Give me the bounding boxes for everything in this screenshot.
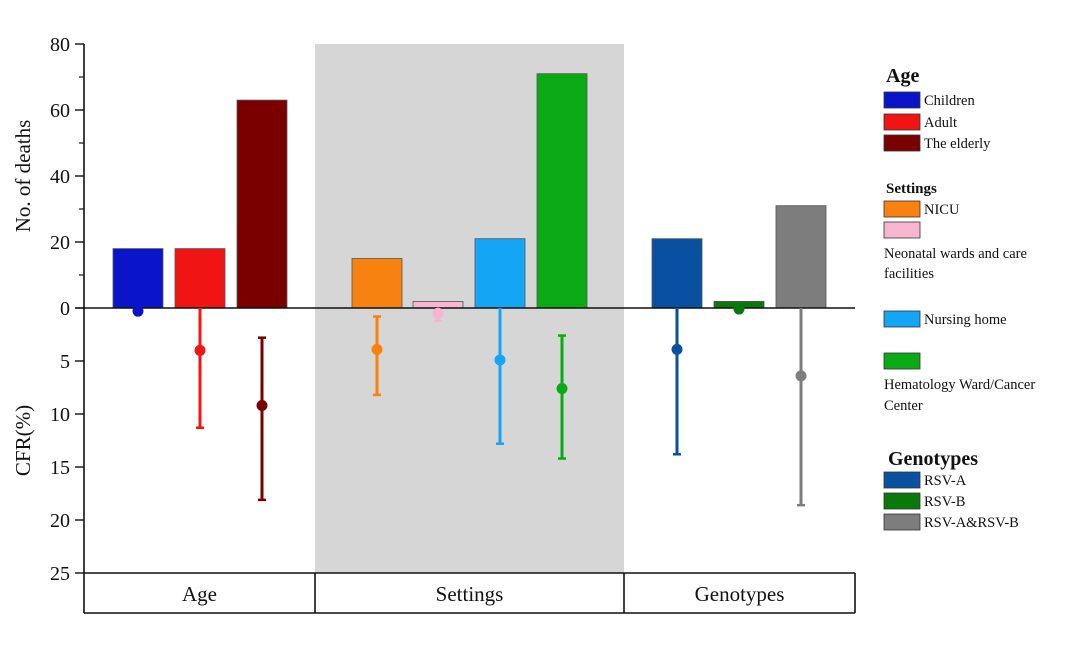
axes-layer: 20 40 60 80 0 5 10 15 20 25 No. of deaths CFR(%)	[11, 34, 855, 585]
cfr-point-rsv-b	[733, 303, 745, 315]
legend-swatch-rsv-a	[883, 471, 921, 489]
legend-label-hematology-line2: Center	[884, 398, 923, 414]
bar-rsv-a	[651, 238, 703, 309]
bar-children	[112, 248, 164, 309]
legend-label-adult: Adult	[924, 115, 957, 131]
legend-label-hematology-line1: Hematology Ward/Cancer	[884, 377, 1035, 393]
tick-label-zero: 0	[60, 298, 70, 320]
legend-swatch-the-elderly	[883, 134, 921, 152]
cfr-point-adult	[194, 344, 206, 356]
bottom-y-axis-title: CFR(%)	[11, 405, 35, 476]
legend-swatch-adult	[883, 113, 921, 131]
top-tick-label-20: 20	[50, 232, 70, 254]
bottom-tick-label-25: 25	[50, 563, 70, 585]
bar-adult	[174, 248, 226, 309]
legend-label-rsv-b: RSV-B	[924, 494, 965, 510]
legend-label-rsv-a: RSV-A	[924, 473, 967, 489]
cfr-point-neonatal-wards-and-care-facilities	[432, 307, 444, 319]
legend-label-nicu: NICU	[924, 202, 960, 218]
bar-nicu	[351, 258, 403, 309]
cfr-point-the-elderly	[256, 400, 268, 412]
cfr-point-rsv-a-rsv-b	[795, 370, 807, 382]
top-tick-label-80: 80	[50, 34, 70, 56]
cfr-point-nursing-home	[494, 354, 506, 366]
top-y-axis-title: No. of deaths	[11, 120, 35, 233]
category-axis: Age Settings Genotypes	[83, 572, 856, 614]
cfr-point-children	[132, 305, 144, 317]
legend-swatch-nursing-home	[883, 310, 921, 328]
legend-label-rsv-a-rsv-b: RSV-A&RSV-B	[924, 515, 1019, 531]
legend-label-neonatal-line2: facilities	[884, 266, 934, 282]
bottom-tick-label-5: 5	[60, 351, 70, 373]
bars-layer	[112, 73, 827, 309]
legend-title-settings: Settings	[886, 181, 937, 197]
legend-title-genotypes: Genotypes	[888, 448, 978, 470]
category-label-settings: Settings	[436, 582, 504, 606]
legend-label-nursing-home: Nursing home	[924, 312, 1007, 328]
bottom-tick-label-20: 20	[50, 510, 70, 532]
cfr-point-rsv-a	[671, 343, 683, 355]
legend-swatch-rsv-a-rsv-b	[883, 513, 921, 531]
legend: Age Children Adult The elderly Settings NICU N…	[883, 65, 1035, 531]
bottom-tick-label-15: 15	[50, 457, 70, 479]
category-label-genotypes: Genotypes	[695, 582, 785, 606]
legend-swatch-rsv-b	[883, 492, 921, 510]
bar-hematology-ward-cancer-center	[536, 73, 588, 309]
errorbars-layer	[132, 303, 807, 507]
bar-rsv-a-rsv-b	[775, 205, 827, 309]
top-tick-label-60: 60	[50, 100, 70, 122]
legend-title-age: Age	[886, 65, 919, 87]
bar-neonatal-wards-and-care-facilities	[412, 300, 464, 309]
bar-the-elderly	[236, 99, 288, 309]
bottom-tick-label-10: 10	[50, 404, 70, 426]
legend-swatch-children	[883, 91, 921, 109]
legend-label-children: Children	[924, 93, 975, 109]
legend-label-the-elderly: The elderly	[924, 136, 991, 152]
cfr-point-nicu	[371, 343, 383, 355]
legend-label-neonatal-line1: Neonatal wards and care	[884, 246, 1027, 262]
legend-swatch-nicu	[883, 200, 921, 218]
top-tick-label-40: 40	[50, 166, 70, 188]
cfr-point-hematology-ward-cancer-center	[556, 383, 568, 395]
category-label-age: Age	[182, 582, 217, 606]
legend-swatch-hematology-ward-cancer-center	[883, 352, 921, 370]
bar-nursing-home	[474, 238, 526, 309]
legend-swatch-neonatal-wards-and-care-facilities	[883, 221, 921, 239]
